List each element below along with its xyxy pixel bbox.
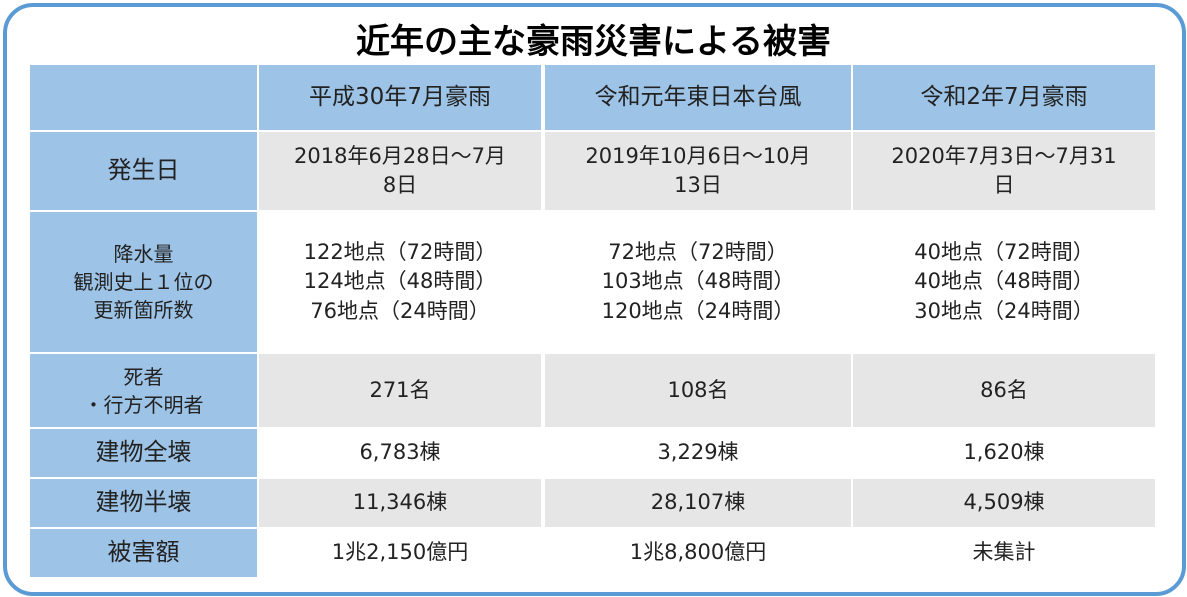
- cell-text: 1兆2,150億円: [331, 540, 469, 565]
- cell-text: 40地点（48時間）: [914, 269, 1094, 294]
- row-label: 建物半壊: [30, 479, 257, 527]
- table-cell: 1兆2,150億円: [259, 529, 541, 577]
- cell-text: 日: [993, 173, 1015, 197]
- row-label-text: ・行方不明者: [83, 392, 204, 417]
- row-label-text: 被害額: [107, 538, 180, 567]
- table-cell: 2020年7月3日～7月31 日: [853, 132, 1155, 210]
- table-cell: 86名: [853, 354, 1155, 427]
- table-cell: 3,229棟: [545, 429, 851, 477]
- row-label-text: 観測史上１位の: [73, 270, 214, 294]
- table-cell: 108名: [545, 354, 851, 427]
- cell-text: 6,783棟: [359, 440, 441, 465]
- column-header: 令和元年東日本台風: [545, 65, 851, 130]
- cell-text: 1,620棟: [963, 440, 1045, 465]
- table-cell: 28,107棟: [545, 479, 851, 527]
- table-cell: 4,509棟: [853, 479, 1155, 527]
- row-label: 死者 ・行方不明者: [30, 354, 257, 427]
- table-cell: 72地点（72時間） 103地点（48時間） 120地点（24時間）: [545, 212, 851, 352]
- cell-text: 72地点（72時間）: [608, 239, 788, 264]
- cell-text: 124地点（48時間）: [303, 269, 497, 294]
- column-header-text: 令和元年東日本台風: [594, 84, 802, 111]
- header-corner: [30, 65, 257, 130]
- row-label: 降水量観測史上１位の 更新箇所数: [30, 212, 257, 352]
- table-cell: 40地点（72時間） 40地点（48時間） 30地点（24時間）: [853, 212, 1155, 352]
- table-cell: 11,346棟: [259, 479, 541, 527]
- cell-text: 30地点（24時間）: [914, 298, 1094, 323]
- cell-text: 4,509棟: [963, 490, 1045, 515]
- title: 近年の主な豪雨災害による被害: [356, 22, 831, 62]
- column-header-text: 令和2年7月豪雨: [920, 84, 1088, 111]
- table-cell: 6,783棟: [259, 429, 541, 477]
- cell-text: 11,346棟: [352, 490, 448, 515]
- cell-text: 76地点（24時間）: [310, 298, 490, 323]
- frame: [3, 3, 1186, 596]
- cell-text: 3,229棟: [657, 440, 739, 465]
- cell-text: 2018年6月28日～7月: [294, 143, 506, 168]
- cell-text: 40地点（72時間）: [914, 239, 1094, 264]
- cell-text: 271名: [369, 377, 431, 402]
- cell-text: 122地点（72時間）: [303, 239, 497, 264]
- cell-text: 86名: [980, 377, 1028, 402]
- column-header: 平成30年7月豪雨: [259, 65, 541, 130]
- cell-text: 103地点（48時間）: [601, 269, 795, 294]
- cell-text: 120地点（24時間）: [601, 298, 795, 323]
- row-label-text: 降水量: [113, 242, 174, 266]
- cell-text: 2020年7月3日～7月31: [891, 143, 1117, 168]
- column-header-text: 平成30年7月豪雨: [309, 84, 491, 111]
- cell-text: 8日: [382, 173, 418, 197]
- row-label-text: 建物全壊: [95, 438, 192, 467]
- table-cell: 1兆8,800億円: [545, 529, 851, 577]
- row-label-text: 建物半壊: [95, 488, 192, 517]
- cell-text: 108名: [667, 377, 729, 402]
- column-header: 令和2年7月豪雨: [853, 65, 1155, 130]
- table-cell: 2018年6月28日～7月 8日: [259, 132, 541, 210]
- cell-text: 2019年10月6日～10月: [585, 143, 811, 168]
- table-cell: 122地点（72時間） 124地点（48時間） 76地点（24時間）: [259, 212, 541, 352]
- row-label-text: 更新箇所数: [93, 298, 194, 322]
- row-label: 被害額: [30, 529, 257, 577]
- row-label: 建物全壊: [30, 429, 257, 477]
- row-label: 発生日: [30, 132, 257, 210]
- row-label-text: 死者: [123, 364, 164, 389]
- cell-text: 未集計: [972, 540, 1036, 565]
- cell-text: 1兆8,800億円: [629, 540, 767, 565]
- cell-text: 13日: [674, 173, 722, 197]
- table-cell: 271名: [259, 354, 541, 427]
- table-cell: 2019年10月6日～10月 13日: [545, 132, 851, 210]
- table-cell: 1,620棟: [853, 429, 1155, 477]
- cell-text: 28,107棟: [650, 490, 746, 515]
- row-label-text: 発生日: [107, 156, 180, 185]
- table-cell: 未集計: [853, 529, 1155, 577]
